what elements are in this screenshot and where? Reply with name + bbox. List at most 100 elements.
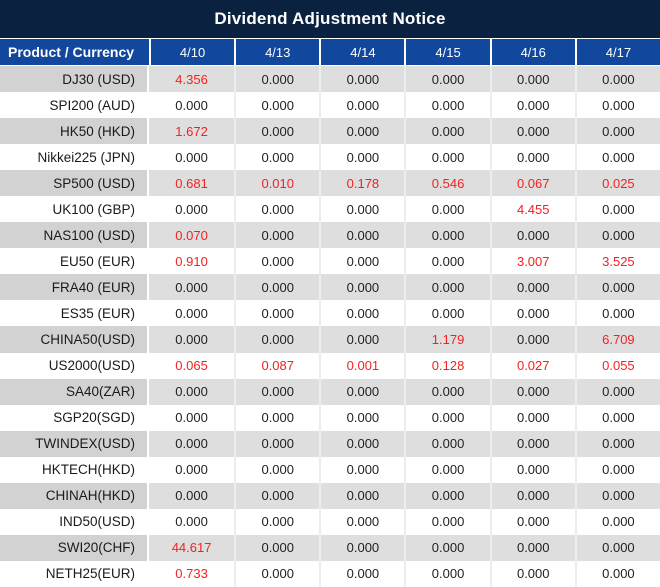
adjustment-value: 0.000 bbox=[175, 149, 208, 165]
adjustment-value: 0.000 bbox=[319, 118, 405, 145]
adjustment-value: 0.000 bbox=[319, 326, 405, 353]
adjustment-value: 0.128 bbox=[404, 352, 489, 379]
adjustment-value: 0.000 bbox=[404, 560, 489, 587]
adjustment-value: 0.000 bbox=[404, 456, 489, 483]
date-header: 4/14 bbox=[319, 39, 404, 65]
adjustment-value: 0.000 bbox=[489, 404, 575, 431]
adjustment-value: 1.179 bbox=[404, 326, 490, 353]
adjustment-value: 0.000 bbox=[234, 274, 320, 301]
adjustment-value: 0.000 bbox=[404, 66, 490, 93]
adjustment-value: 0.000 bbox=[319, 66, 405, 93]
table-row: SWI20(CHF) 44.617 0.000 0.000 0.000 0.000 0.00… bbox=[0, 534, 660, 561]
product-label: Nikkei225 (JPN) bbox=[0, 144, 149, 171]
product-label: HKTECH(HKD) bbox=[0, 456, 149, 483]
adjustment-value: 0.000 bbox=[404, 482, 490, 509]
product-label: ES35 (EUR) bbox=[0, 300, 149, 327]
adjustment-value: 0.000 bbox=[404, 534, 490, 561]
table-row: SGP20(SGD) 0.000 0.000 0.000 0.000 0.000 0.000 bbox=[0, 404, 660, 431]
adjustment-value: 0.000 bbox=[319, 144, 404, 171]
adjustment-value: 0.000 bbox=[319, 560, 404, 587]
product-label: NAS100 (USD) bbox=[0, 222, 149, 249]
adjustment-value: 0.000 bbox=[234, 534, 320, 561]
adjustment-value: 0.000 bbox=[234, 222, 320, 249]
adjustment-value: 0.000 bbox=[574, 534, 660, 561]
adjustment-value: 0.000 bbox=[319, 456, 404, 483]
adjustment-value: 0.000 bbox=[574, 66, 660, 93]
adjustment-value: 0.000 bbox=[489, 66, 575, 93]
table-row: FRA40 (EUR) 0.000 0.000 0.000 0.000 0.000 0.00… bbox=[0, 274, 660, 301]
adjustment-value: 0.000 bbox=[489, 222, 575, 249]
adjustment-value: 0.000 bbox=[404, 248, 489, 275]
adjustment-value: 0.000 bbox=[319, 222, 405, 249]
product-label: HK50 (HKD) bbox=[0, 118, 149, 145]
product-label: SP500 (USD) bbox=[0, 170, 149, 197]
adjustment-value: 0.000 bbox=[489, 274, 575, 301]
table-row: SPI200 (AUD) 0.000 0.000 0.000 0.000 0.000 0.0… bbox=[0, 92, 660, 119]
adjustment-value: 0.000 bbox=[489, 144, 575, 171]
product-label: DJ30 (USD) bbox=[0, 66, 149, 93]
adjustment-value: 0.178 bbox=[319, 170, 405, 197]
adjustment-value: 0.000 bbox=[574, 92, 660, 119]
adjustment-value: 0.000 bbox=[404, 144, 489, 171]
adjustment-value: 44.617 bbox=[149, 534, 235, 561]
product-label: EU50 (EUR) bbox=[0, 248, 149, 275]
date-header: 4/16 bbox=[489, 39, 575, 65]
adjustment-value: 0.000 bbox=[574, 196, 660, 223]
adjustment-value: 0.000 bbox=[574, 508, 660, 535]
product-label: CHINAH(HKD) bbox=[0, 482, 149, 509]
adjustment-value: 0.000 bbox=[319, 378, 405, 405]
adjustment-value: 0.000 bbox=[175, 410, 208, 426]
adjustment-value: 0.910 bbox=[175, 253, 208, 269]
adjustment-value: 0.000 bbox=[319, 508, 404, 535]
table-row: CHINA50(USD) 0.000 0.000 0.000 1.179 0.000 6.7… bbox=[0, 326, 660, 353]
adjustment-value: 0.000 bbox=[574, 456, 660, 483]
adjustment-value: 0.733 bbox=[175, 566, 208, 582]
table-row: ES35 (EUR) 0.000 0.000 0.000 0.000 0.000 0.000 bbox=[0, 300, 660, 327]
adjustment-value: 0.000 bbox=[149, 326, 235, 353]
adjustment-value: 0.000 bbox=[234, 196, 319, 223]
product-label: US2000(USD) bbox=[0, 352, 149, 379]
adjustment-value: 0.000 bbox=[234, 560, 319, 587]
adjustment-value: 0.000 bbox=[175, 514, 208, 530]
adjustment-value: 0.000 bbox=[319, 196, 404, 223]
adjustment-value: 0.000 bbox=[574, 404, 660, 431]
adjustment-value: 0.000 bbox=[234, 404, 319, 431]
date-header: 4/10 bbox=[149, 39, 234, 65]
adjustment-value: 0.000 bbox=[404, 274, 490, 301]
adjustment-value: 0.000 bbox=[574, 144, 660, 171]
adjustment-value: 0.000 bbox=[574, 274, 660, 301]
adjustment-value: 0.000 bbox=[574, 430, 660, 457]
product-label: TWINDEX(USD) bbox=[0, 430, 149, 457]
table-row: NETH25(EUR) 0.733 0.000 0.000 0.000 0.000 0.00… bbox=[0, 560, 660, 587]
adjustment-value: 0.065 bbox=[175, 358, 208, 374]
product-label: SGP20(SGD) bbox=[0, 404, 149, 431]
adjustment-value: 0.000 bbox=[489, 326, 575, 353]
adjustment-value: 0.000 bbox=[404, 300, 489, 327]
adjustment-value: 0.000 bbox=[234, 378, 320, 405]
table-header-row: Product / Currency 4/10 4/13 4/14 4/15 4/16 4… bbox=[0, 39, 660, 66]
adjustment-value: 0.000 bbox=[234, 144, 319, 171]
adjustment-value: 0.681 bbox=[149, 170, 235, 197]
table-body: DJ30 (USD) 4.356 0.000 0.000 0.000 0.000 0.000… bbox=[0, 66, 660, 587]
adjustment-value: 0.055 bbox=[574, 352, 660, 379]
product-label: SWI20(CHF) bbox=[0, 534, 149, 561]
adjustment-value: 0.000 bbox=[574, 378, 660, 405]
adjustment-value: 0.000 bbox=[149, 482, 235, 509]
adjustment-value: 0.000 bbox=[489, 534, 575, 561]
table-row: SP500 (USD) 0.681 0.010 0.178 0.546 0.067 0.02… bbox=[0, 170, 660, 197]
adjustment-value: 0.000 bbox=[149, 274, 235, 301]
adjustment-value: 0.000 bbox=[489, 456, 575, 483]
adjustment-value: 0.000 bbox=[489, 508, 575, 535]
table-row: HK50 (HKD) 1.672 0.000 0.000 0.000 0.000 0.000 bbox=[0, 118, 660, 145]
table-row: CHINAH(HKD) 0.000 0.000 0.000 0.000 0.000 0.00… bbox=[0, 482, 660, 509]
adjustment-value: 0.000 bbox=[234, 430, 320, 457]
table-row: EU50 (EUR) 0.910 0.000 0.000 0.000 3.007 3.525 bbox=[0, 248, 660, 275]
adjustment-value: 0.546 bbox=[404, 170, 490, 197]
table-row: TWINDEX(USD) 0.000 0.000 0.000 0.000 0.000 0.0… bbox=[0, 430, 660, 457]
product-currency-header: Product / Currency bbox=[8, 44, 135, 60]
adjustment-value: 0.000 bbox=[489, 378, 575, 405]
adjustment-value: 0.000 bbox=[234, 248, 319, 275]
adjustment-value: 0.000 bbox=[574, 222, 660, 249]
adjustment-value: 0.000 bbox=[319, 482, 405, 509]
